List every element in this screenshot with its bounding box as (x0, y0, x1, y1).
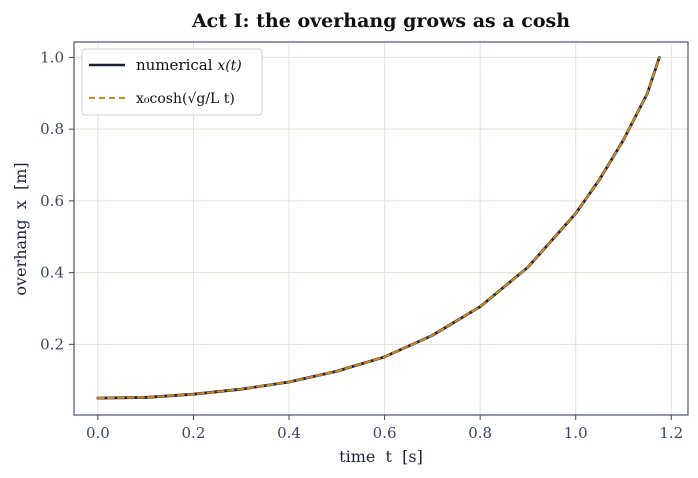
legend: numerical x(t) x₀cosh(√g/L t) (81, 48, 263, 116)
x-tick-label: 0.6 (373, 424, 397, 442)
x-tick-label: 0.0 (86, 424, 110, 442)
y-tick-label: 0.8 (40, 120, 64, 138)
x-tick-label: 1.0 (564, 424, 588, 442)
legend-label-numerical: numerical x(t) (136, 56, 242, 74)
x-axis-label: time t [s] (339, 447, 423, 466)
legend-box (81, 48, 263, 116)
chart-title: Act I: the overhang grows as a cosh (191, 10, 570, 32)
plot-frame (73, 41, 689, 416)
y-tick-label: 1.0 (40, 48, 64, 66)
series-lines (96, 56, 661, 400)
axis-ticks: 0.0 0.2 0.4 0.6 0.8 1.0 1.2 0.2 0.4 0.6 0.8 1.0 (40, 48, 683, 442)
legend-label-numerical-prefix: numerical (136, 56, 217, 74)
x-tick-label: 0.8 (468, 424, 492, 442)
series-line-analytic (96, 56, 661, 400)
x-tick-label: 0.4 (277, 424, 301, 442)
y-tick-label: 0.4 (40, 264, 64, 282)
legend-label-numerical-math: x(t) (217, 58, 241, 74)
y-tick-label: 0.2 (40, 335, 64, 353)
x-tick-label: 0.2 (182, 424, 206, 442)
x-tick-label: 1.2 (659, 424, 683, 442)
y-axis-label: overhang x [m] (11, 162, 30, 295)
legend-label-analytic: x₀cosh(√g/L t) (136, 91, 235, 107)
y-tick-label: 0.6 (40, 192, 64, 210)
